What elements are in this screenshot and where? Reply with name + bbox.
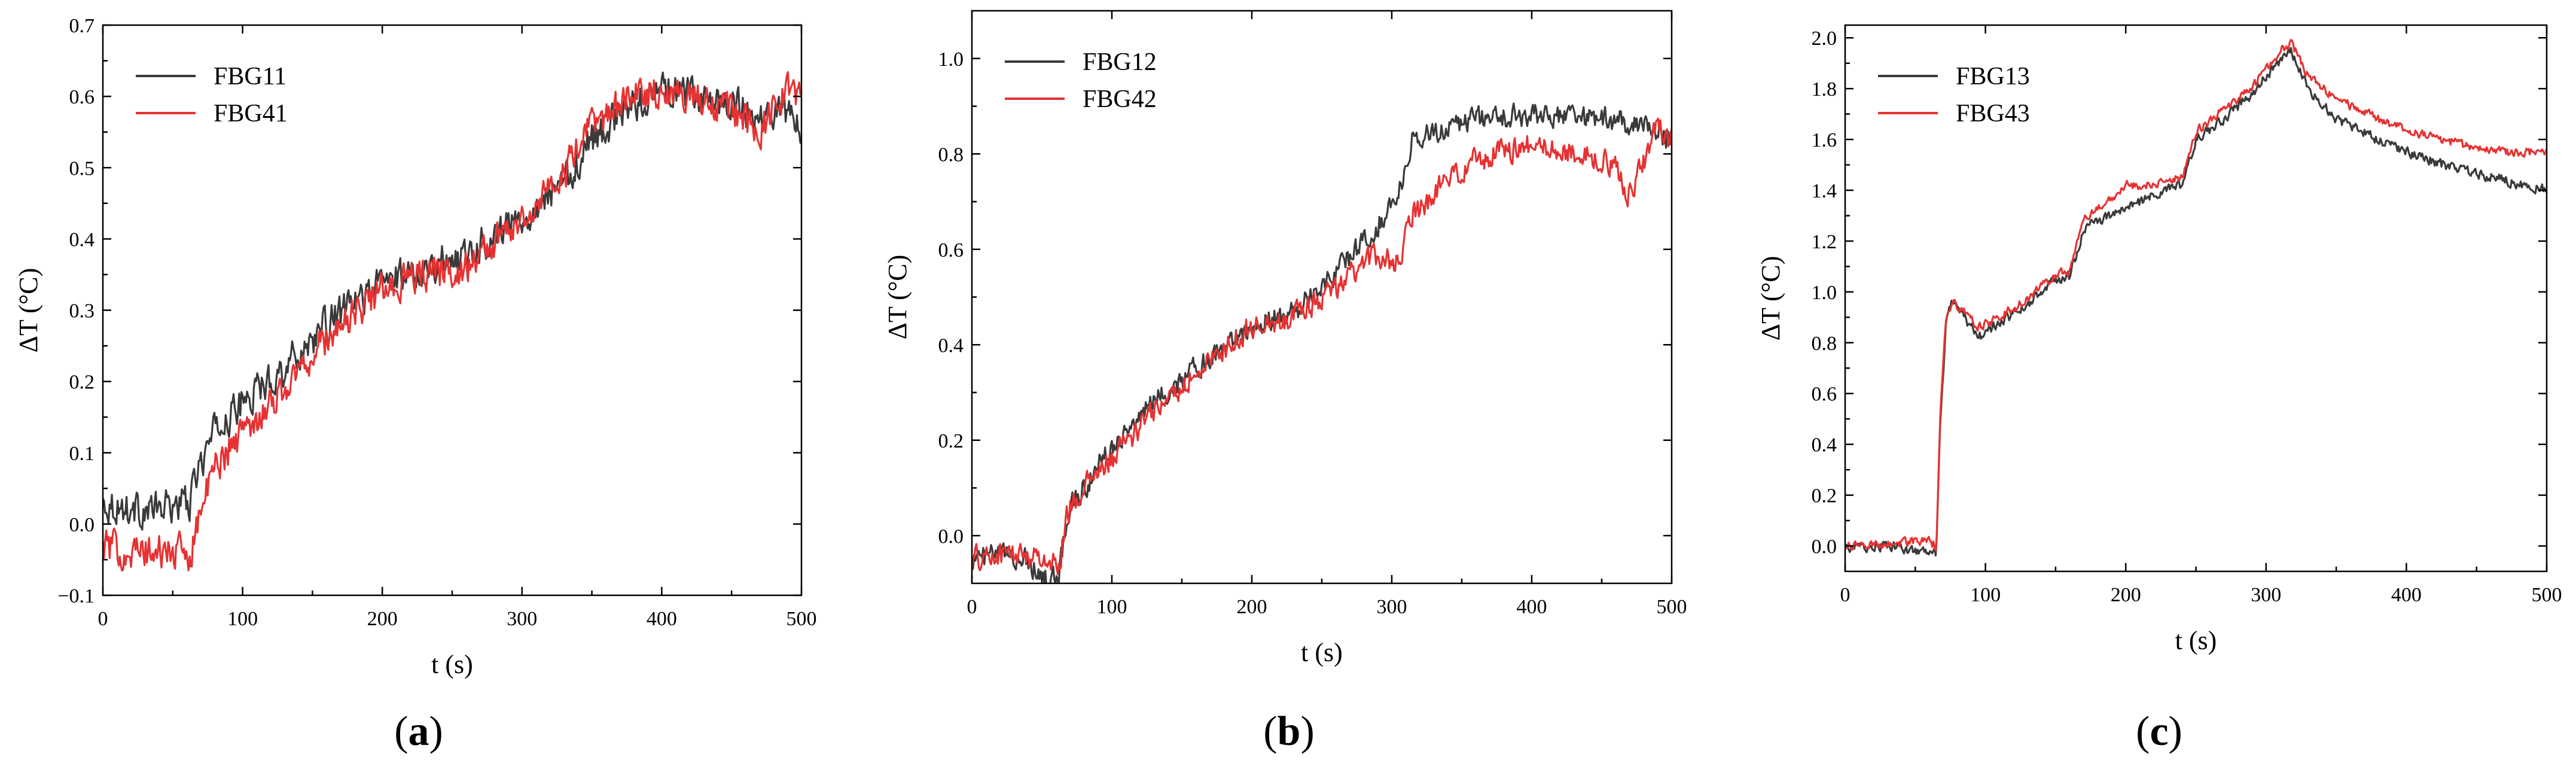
x-tick-label: 400: [2391, 584, 2422, 606]
x-tick-label: 100: [1097, 596, 1127, 618]
plot-frame: [1844, 24, 2548, 573]
x-axis-label: t (s): [1301, 638, 1343, 667]
x-tick-label: 100: [227, 608, 258, 630]
x-tick-label: 500: [786, 608, 817, 630]
chart-panel-a: 0 100 200 300 400 500 −0.1 0.0 0.1 0.2 0.3 0.4 0.5 0.…: [14, 15, 817, 754]
y-tick-label: 1.2: [1812, 231, 1837, 253]
chart-panel-b: 0 100 200 300 400 500 0.0 0.2 0.4 0.6 0.8 1.0 t (s) Δ…: [883, 10, 1687, 754]
x-tick-label: 0: [1840, 584, 1851, 606]
y-tick-label: 0.2: [69, 372, 95, 394]
series-line-fbg42: [972, 117, 1672, 576]
y-tick-label: 1.6: [1812, 129, 1837, 151]
y-tick-label: 0.6: [938, 239, 964, 261]
y-tick-label: 0.0: [938, 525, 964, 547]
x-tick-label: 0: [98, 608, 108, 630]
series-line-fbg41: [103, 71, 801, 572]
panel-caption-letter: b: [1278, 708, 1301, 754]
x-tick-label: 200: [2111, 584, 2141, 606]
legend-label-fbg43: FBG43: [1956, 100, 2030, 127]
series-line-fbg11: [103, 71, 801, 531]
y-tick-label: 1.0: [1812, 282, 1837, 304]
x-tick-label: 200: [1237, 596, 1267, 618]
y-tick-label: 0.3: [69, 300, 95, 322]
x-tick-label: 500: [1657, 596, 1687, 618]
y-axis-label: ΔT (°C): [14, 268, 43, 353]
x-tick-label: 400: [647, 608, 677, 630]
series-line-fbg12: [972, 102, 1672, 583]
y-tick-label: 0.2: [1812, 485, 1837, 507]
y-axis-label: ΔT (°C): [1756, 256, 1785, 341]
panel-caption: (a): [394, 708, 443, 754]
plot-frame: [102, 24, 803, 597]
y-tick-label: 0.2: [938, 430, 964, 452]
y-tick-label: 0.8: [938, 144, 964, 166]
series-line-fbg43: [1845, 38, 2547, 552]
x-tick-label: 300: [2251, 584, 2281, 606]
y-tick-label: 0.1: [69, 443, 95, 465]
x-axis-label: t (s): [2175, 626, 2217, 655]
legend-label-fbg12: FBG12: [1083, 48, 1157, 76]
y-tick-label: 0.0: [1812, 536, 1837, 558]
chart-panel-c: 0 100 200 300 400 500 0.0 0.2 0.4 0.6 0.8 1.0 1.2 1.4…: [1756, 24, 2562, 754]
series-line-fbg13: [1845, 47, 2547, 557]
y-tick-label: −0.1: [57, 585, 94, 607]
x-tick-label: 300: [1377, 596, 1407, 618]
y-tick-label: 0.4: [938, 334, 964, 357]
x-tick-label: 100: [1970, 584, 2001, 606]
panel-caption: (b): [1263, 708, 1315, 754]
y-tick-label: 0.0: [69, 514, 95, 536]
panel-caption: (c): [2136, 708, 2182, 754]
y-tick-label: 2.0: [1812, 28, 1837, 50]
legend-label-fbg13: FBG13: [1956, 63, 2030, 90]
panel-caption-letter: c: [2150, 708, 2168, 754]
x-tick-label: 500: [2532, 584, 2562, 606]
panel-caption-letter: a: [408, 708, 429, 754]
x-axis-label: t (s): [431, 650, 473, 679]
legend-label-fbg42: FBG42: [1083, 86, 1157, 113]
y-tick-label: 0.6: [69, 86, 95, 108]
y-tick-label: 1.8: [1812, 78, 1837, 101]
x-tick-label: 400: [1517, 596, 1547, 618]
legend-label-fbg41: FBG41: [214, 100, 288, 127]
x-tick-label: 300: [507, 608, 537, 630]
y-tick-label: 0.8: [1812, 333, 1837, 355]
y-tick-label: 0.4: [1812, 434, 1837, 457]
y-tick-label: 1.0: [938, 48, 964, 71]
y-tick-label: 0.4: [69, 229, 95, 251]
y-tick-label: 0.7: [69, 15, 95, 37]
y-tick-label: 1.4: [1812, 180, 1837, 202]
y-axis-label: ΔT (°C): [883, 255, 912, 340]
y-tick-label: 0.5: [69, 157, 95, 179]
x-tick-label: 200: [367, 608, 398, 630]
legend-label-fbg11: FBG11: [214, 63, 286, 90]
y-tick-label: 0.6: [1812, 384, 1837, 406]
x-tick-label: 0: [967, 596, 977, 618]
